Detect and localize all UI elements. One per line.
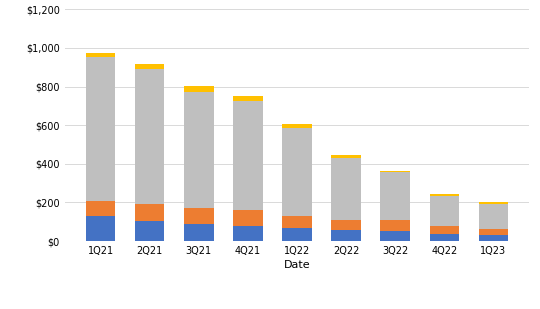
Bar (282, 124, 312, 128)
Bar (86, 216, 116, 241)
Bar (135, 204, 165, 221)
Bar (86, 201, 116, 216)
Bar (184, 86, 213, 92)
Bar (332, 155, 361, 158)
Bar (233, 226, 262, 241)
Bar (282, 216, 312, 228)
Bar (135, 64, 165, 69)
Bar (478, 235, 508, 241)
Bar (332, 231, 361, 241)
Bar (282, 128, 312, 216)
Bar (332, 220, 361, 231)
Bar (233, 210, 262, 226)
X-axis label: Date: Date (284, 260, 310, 270)
Bar (429, 196, 459, 226)
Bar (135, 69, 165, 204)
Bar (381, 172, 410, 220)
Bar (135, 221, 165, 241)
Bar (429, 226, 459, 234)
Bar (332, 158, 361, 220)
Bar (184, 224, 213, 241)
Bar (429, 234, 459, 241)
Bar (478, 229, 508, 235)
Bar (381, 220, 410, 231)
Bar (282, 228, 312, 241)
Bar (478, 204, 508, 229)
Bar (184, 208, 213, 224)
Bar (429, 194, 459, 196)
Bar (233, 96, 262, 101)
Bar (381, 171, 410, 172)
Bar (381, 231, 410, 241)
Bar (233, 101, 262, 210)
Bar (478, 202, 508, 204)
Bar (184, 92, 213, 208)
Bar (86, 53, 116, 57)
Bar (86, 57, 116, 201)
